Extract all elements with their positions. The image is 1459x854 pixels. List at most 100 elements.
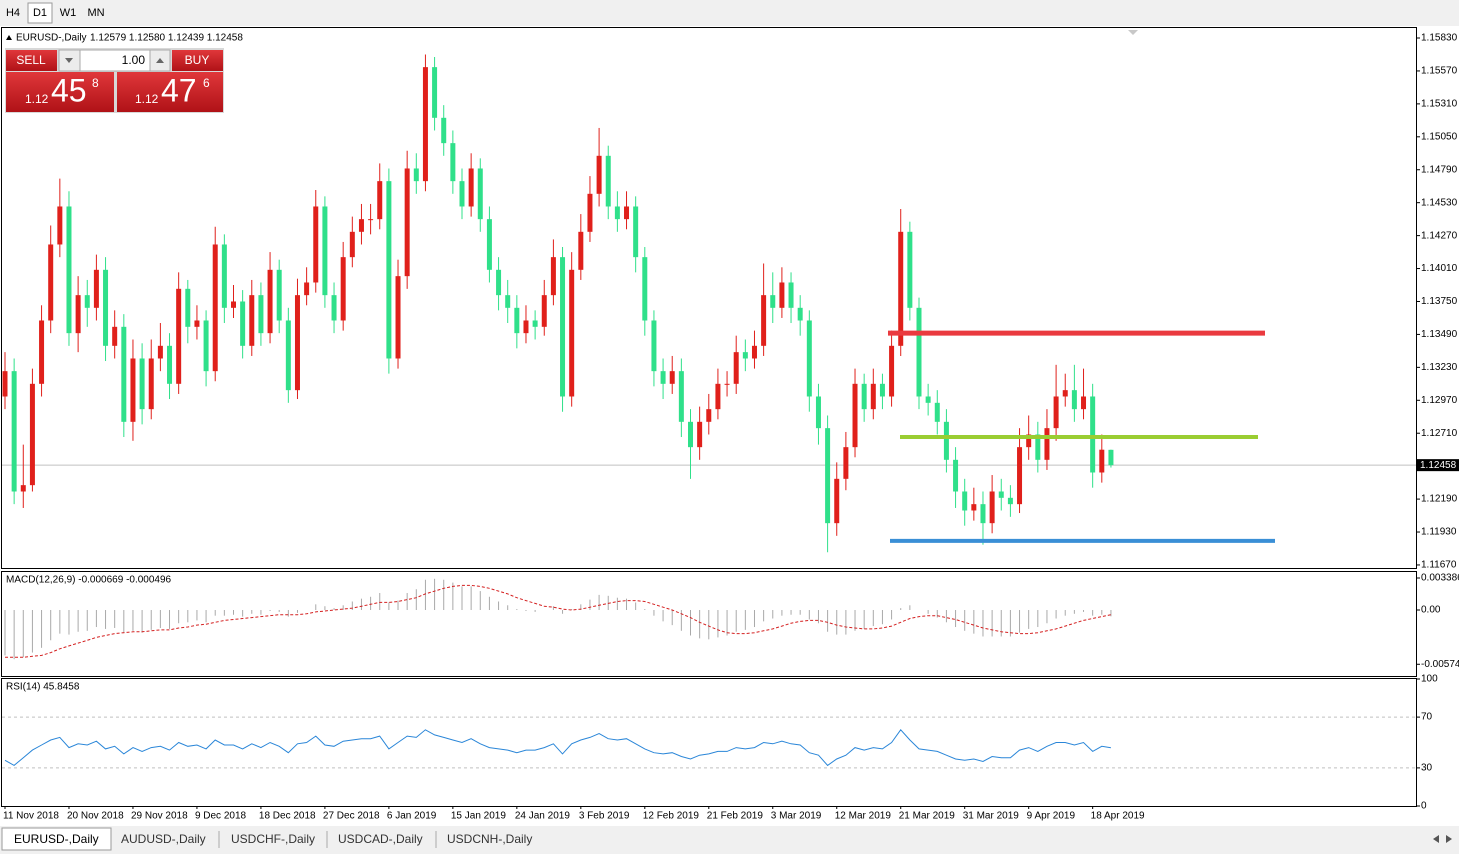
y-tick-label: 0.003386: [1421, 573, 1459, 584]
scroll-right[interactable]: [1446, 835, 1452, 843]
candle-body: [93, 269, 99, 308]
candle-body: [514, 307, 520, 334]
candle-body: [441, 117, 447, 144]
candle-body: [176, 288, 182, 384]
tab-label[interactable]: USDCAD-,Daily: [338, 832, 423, 846]
ask-box[interactable]: [117, 72, 223, 112]
sell-button[interactable]: [6, 50, 57, 71]
tf-button[interactable]: [56, 3, 80, 23]
candle-body: [57, 206, 63, 245]
ask-fraction[interactable]: 6: [203, 76, 210, 90]
y-tick-label: 30: [1421, 763, 1433, 774]
candle-body: [678, 371, 684, 422]
candle-body: [907, 231, 913, 308]
y-tick-label: 1.14010: [1421, 263, 1458, 274]
candle-body: [48, 244, 54, 321]
candle-body: [815, 396, 821, 429]
candle-body: [11, 371, 17, 492]
candle-body: [1035, 434, 1041, 460]
candle-body: [898, 231, 904, 346]
y-tick-label: 1.15310: [1421, 99, 1458, 110]
tf-button[interactable]: [84, 3, 108, 23]
x-tick-label: 31 Mar 2019: [963, 811, 1020, 822]
candle-body: [1062, 390, 1068, 397]
ask-big[interactable]: 1.12: [135, 92, 159, 106]
x-tick-label: 21 Mar 2019: [899, 811, 956, 822]
candle-body: [249, 295, 255, 346]
candle-body: [450, 143, 456, 182]
collapse-arrow[interactable]: [6, 35, 12, 40]
y-tick-label: 1.11930: [1421, 527, 1457, 538]
symbol-label: EURUSD-,Daily: [16, 33, 87, 44]
y-tick-label: 1.14270: [1421, 230, 1458, 241]
candle-body: [998, 491, 1004, 498]
candle-body: [879, 383, 885, 397]
y-tick-label: 1.11670: [1421, 560, 1457, 571]
y-tick-label: 1.12190: [1421, 494, 1458, 505]
tf-label[interactable]: D1: [33, 7, 47, 19]
candle-body: [422, 67, 428, 182]
candle-body: [1090, 396, 1096, 473]
x-tick-label: 12 Mar 2019: [835, 811, 892, 822]
tf-label[interactable]: W1: [60, 7, 77, 19]
x-tick-label: 27 Dec 2018: [323, 811, 380, 822]
candle-body: [706, 409, 712, 422]
x-tick-label: 3 Feb 2019: [579, 811, 630, 822]
sell-label[interactable]: SELL: [16, 53, 46, 67]
price-panel-frame: [1, 27, 1417, 569]
tab-active[interactable]: [1, 827, 112, 851]
candle-body: [194, 320, 200, 327]
candle-body: [934, 402, 940, 422]
scroll-left[interactable]: [1433, 835, 1439, 843]
candle-body: [231, 301, 236, 308]
candle-body: [130, 358, 136, 422]
ask-pips[interactable]: 47: [161, 72, 197, 108]
toolbar: [0, 0, 1459, 26]
candle-body: [861, 383, 867, 410]
candle-body: [121, 326, 127, 422]
candle-body: [294, 295, 300, 391]
bid-pips[interactable]: 45: [51, 72, 87, 108]
candle-body: [304, 282, 310, 296]
tab-label[interactable]: EURUSD-,Daily: [14, 832, 99, 846]
buy-button[interactable]: [172, 50, 223, 71]
candle-body: [523, 320, 529, 334]
down-arrow: [65, 58, 73, 63]
candle-body: [651, 320, 657, 372]
tab-label[interactable]: AUDUSD-,Daily: [121, 832, 206, 846]
tf-button[interactable]: [2, 3, 24, 23]
bid-big[interactable]: 1.12: [25, 92, 49, 106]
candle-body: [313, 206, 319, 283]
y-tick-label: 0: [1421, 801, 1427, 812]
candle-body: [788, 282, 794, 308]
candle-body: [477, 168, 483, 220]
tab-label[interactable]: USDCNH-,Daily: [447, 832, 532, 846]
bid-box[interactable]: [6, 72, 114, 112]
buy-label[interactable]: BUY: [185, 53, 210, 67]
tf-label[interactable]: H4: [6, 7, 20, 19]
candle-body: [697, 421, 703, 448]
candle-body: [468, 168, 474, 207]
candle-body: [404, 168, 410, 277]
candle-body: [112, 326, 118, 346]
macd-label: MACD(12,26,9) -0.000669 -0.000496: [6, 575, 172, 586]
candle-body: [843, 447, 849, 479]
candle-body: [2, 371, 8, 397]
candle-body: [139, 358, 145, 410]
candle-body: [459, 181, 465, 207]
candle-body: [358, 219, 364, 232]
tf-label[interactable]: MN: [87, 7, 104, 19]
bid-fraction[interactable]: 8: [92, 76, 99, 90]
tab-label[interactable]: USDCHF-,Daily: [231, 832, 315, 846]
x-tick-label: 21 Feb 2019: [707, 811, 764, 822]
candle-body: [916, 307, 922, 397]
candle-body: [669, 371, 675, 384]
candle-body: [806, 320, 812, 397]
tf-button-active[interactable]: [27, 2, 53, 24]
lot-value[interactable]: 1.00: [122, 53, 146, 67]
shift-marker: [1128, 30, 1138, 35]
candle-body: [29, 383, 35, 486]
candle-body: [103, 269, 109, 346]
quote-label: 1.12579 1.12580 1.12439 1.12458: [90, 33, 243, 44]
candle-body: [751, 345, 757, 359]
